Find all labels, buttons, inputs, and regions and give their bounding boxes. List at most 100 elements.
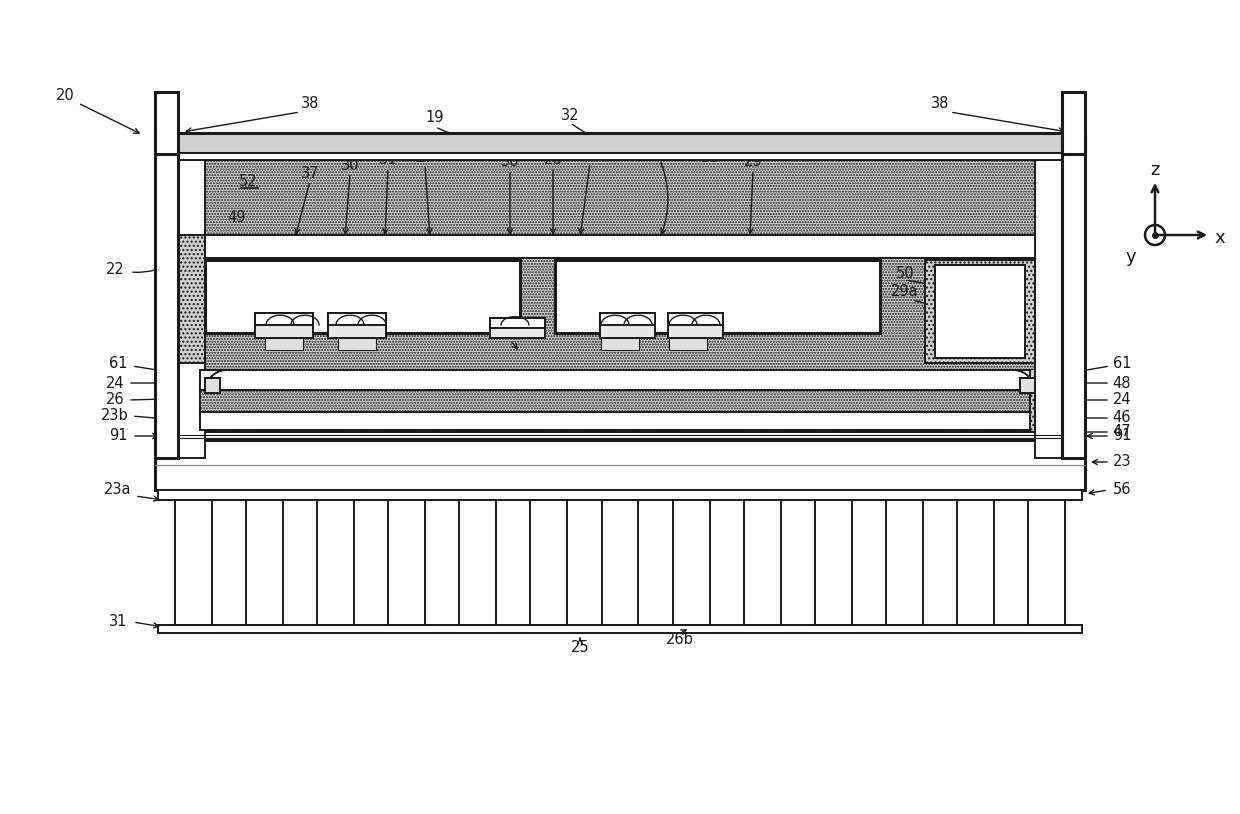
Text: 51: 51	[378, 152, 397, 168]
Text: 22: 22	[105, 262, 124, 278]
Bar	[317, 500, 355, 625]
Text: 48: 48	[1112, 375, 1131, 391]
Text: 38: 38	[301, 95, 319, 111]
Bar	[155, 133, 1085, 153]
Text: 49: 49	[228, 211, 247, 225]
Bar	[601, 500, 639, 625]
Bar	[205, 235, 1035, 258]
Bar	[531, 500, 568, 625]
Bar	[179, 160, 1061, 458]
Text: 61: 61	[109, 356, 128, 370]
Bar	[957, 500, 994, 625]
Bar	[668, 313, 723, 325]
Bar	[157, 490, 1083, 500]
Bar	[459, 500, 496, 625]
Bar	[744, 500, 781, 625]
Bar	[179, 160, 205, 458]
Text: 91: 91	[109, 428, 128, 444]
Text: 29: 29	[744, 155, 763, 169]
Bar	[329, 313, 386, 325]
Bar	[155, 440, 1085, 490]
Bar	[1061, 133, 1085, 458]
Text: 32: 32	[560, 107, 579, 122]
Bar	[925, 260, 1035, 363]
Text: 35b: 35b	[646, 396, 673, 410]
Text: 36: 36	[701, 150, 719, 164]
Text: 31: 31	[109, 615, 128, 629]
Bar	[255, 313, 312, 338]
Bar	[1030, 370, 1061, 440]
Text: 33b: 33b	[351, 396, 378, 410]
Text: 23a: 23a	[104, 483, 131, 497]
Text: x: x	[1215, 229, 1225, 247]
Bar	[255, 313, 312, 325]
Text: 23: 23	[1112, 454, 1131, 470]
Text: 19: 19	[425, 111, 444, 125]
Text: y: y	[1126, 248, 1136, 266]
Text: 26b: 26b	[666, 632, 694, 647]
Bar	[1035, 160, 1061, 458]
Bar	[200, 390, 1030, 412]
Text: 24: 24	[105, 375, 124, 391]
Bar	[601, 338, 639, 350]
Text: 26: 26	[105, 392, 124, 408]
Bar	[668, 313, 723, 338]
Text: 34: 34	[501, 325, 520, 339]
Bar	[1061, 92, 1085, 154]
Bar	[490, 318, 546, 338]
Text: 30: 30	[341, 157, 360, 173]
Text: 52: 52	[238, 174, 258, 190]
Bar	[885, 500, 923, 625]
Text: 33c: 33c	[347, 291, 373, 305]
Bar	[388, 500, 425, 625]
Text: z: z	[1151, 161, 1159, 179]
Bar	[200, 412, 1030, 430]
Bar	[339, 338, 376, 350]
Bar	[200, 370, 1030, 390]
Bar	[179, 370, 205, 440]
Text: 33: 33	[356, 374, 374, 390]
Bar	[490, 318, 546, 328]
Text: 35a: 35a	[666, 291, 693, 305]
Bar	[600, 313, 655, 325]
Bar	[205, 260, 520, 333]
Text: 28: 28	[543, 152, 562, 168]
Bar	[672, 500, 709, 625]
Bar	[670, 338, 707, 350]
Text: 33a: 33a	[486, 374, 513, 390]
Text: 26a: 26a	[577, 147, 604, 163]
Text: 91: 91	[1112, 428, 1131, 444]
Text: 30: 30	[501, 155, 520, 169]
Bar	[205, 378, 219, 393]
Polygon shape	[1013, 370, 1035, 392]
Text: 37: 37	[301, 165, 319, 181]
Text: 47: 47	[1112, 424, 1131, 440]
Text: 29a: 29a	[892, 285, 919, 300]
Text: 36: 36	[208, 235, 227, 251]
Text: 27: 27	[415, 151, 434, 165]
Bar	[157, 625, 1083, 633]
Bar	[329, 313, 386, 338]
Bar	[155, 153, 1085, 160]
Bar	[155, 133, 179, 458]
Bar	[1021, 378, 1035, 393]
Bar	[935, 265, 1025, 358]
Text: 24: 24	[1112, 392, 1131, 408]
Text: 61: 61	[1112, 356, 1131, 370]
Text: 29b: 29b	[631, 145, 658, 160]
Bar	[265, 338, 303, 350]
Text: 35: 35	[651, 374, 670, 390]
Bar	[179, 235, 205, 363]
Polygon shape	[205, 370, 227, 392]
Text: 46: 46	[1112, 410, 1131, 426]
Bar	[155, 432, 1085, 440]
Text: 50: 50	[895, 265, 914, 281]
Bar	[175, 500, 212, 625]
Text: 20: 20	[56, 87, 74, 103]
Text: 25: 25	[570, 641, 589, 655]
Bar	[556, 260, 880, 333]
Text: 23b: 23b	[102, 409, 129, 423]
Text: 38: 38	[931, 95, 949, 111]
Bar	[155, 92, 179, 154]
Bar	[1028, 500, 1065, 625]
